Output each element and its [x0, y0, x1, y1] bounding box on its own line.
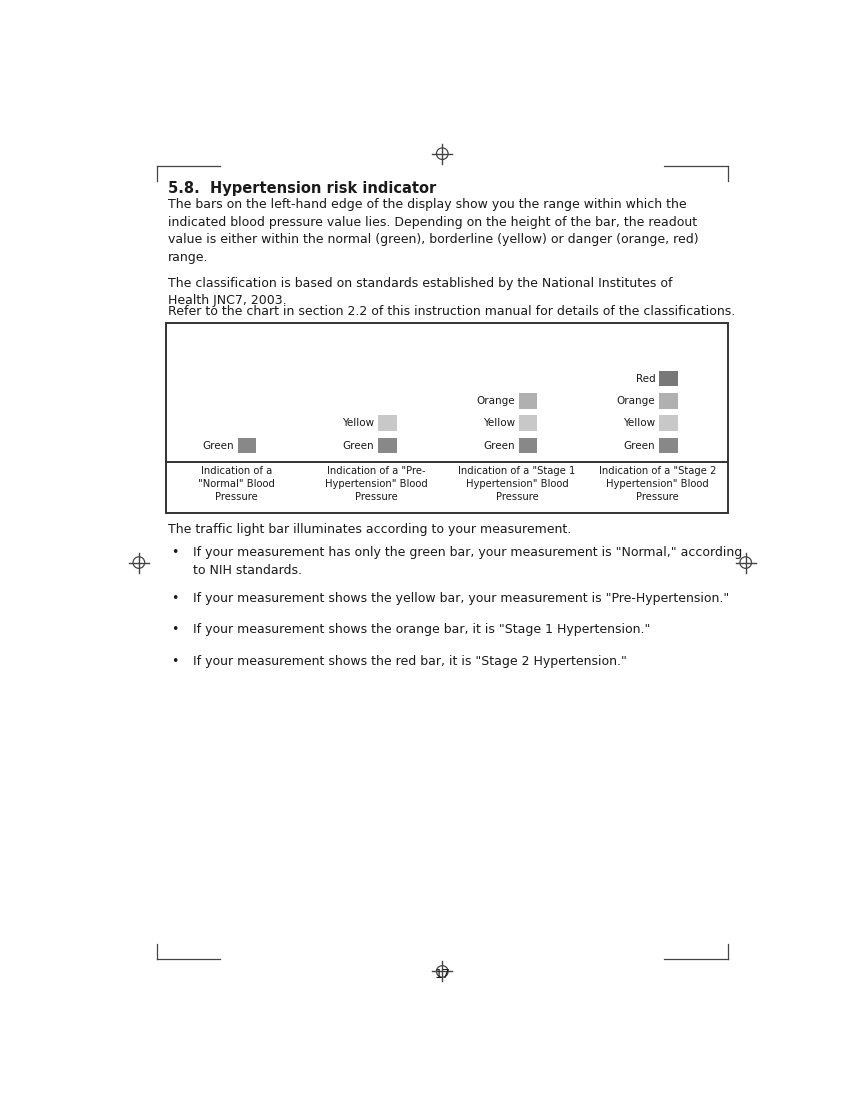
Text: •: • [171, 592, 178, 605]
Bar [519, 416, 538, 431]
Text: •: • [171, 546, 178, 559]
Text: •: • [171, 655, 178, 668]
Text: 5.8.  Hypertension risk indicator: 5.8. Hypertension risk indicator [168, 182, 437, 196]
Text: The bars on the left-hand edge of the display show you the range within which th: The bars on the left-hand edge of the di… [168, 198, 699, 264]
Text: Orange: Orange [617, 395, 655, 405]
Bar [166, 323, 728, 512]
Text: If your measurement shows the orange bar, it is "Stage 1 Hypertension.": If your measurement shows the orange bar… [193, 624, 651, 636]
Text: Green: Green [343, 440, 375, 450]
Text: Yellow: Yellow [623, 418, 655, 428]
Bar [659, 416, 677, 431]
Text: The traffic light bar illuminates according to your measurement.: The traffic light bar illuminates accord… [168, 524, 571, 536]
Text: Red: Red [636, 373, 655, 383]
Text: If your measurement shows the yellow bar, your measurement is "Pre-Hypertension.: If your measurement shows the yellow bar… [193, 592, 729, 605]
Bar [378, 416, 397, 431]
Text: If your measurement shows the red bar, it is "Stage 2 Hypertension.": If your measurement shows the red bar, i… [193, 655, 627, 668]
Text: The classification is based on standards established by the National Institutes : The classification is based on standards… [168, 277, 673, 307]
Bar [519, 393, 538, 409]
Text: Green: Green [624, 440, 655, 450]
Text: Green: Green [483, 440, 515, 450]
Bar [378, 438, 397, 453]
Bar [659, 438, 677, 453]
Text: If your measurement has only the green bar, your measurement is "Normal," accord: If your measurement has only the green b… [193, 546, 742, 577]
Text: 17: 17 [434, 968, 450, 981]
Bar [238, 438, 256, 453]
Text: Indication of a "Stage 2
Hypertension" Blood
Pressure: Indication of a "Stage 2 Hypertension" B… [599, 467, 716, 502]
Bar [519, 438, 538, 453]
Text: Green: Green [202, 440, 234, 450]
Text: Yellow: Yellow [482, 418, 515, 428]
Text: Indication of a "Stage 1
Hypertension" Blood
Pressure: Indication of a "Stage 1 Hypertension" B… [458, 467, 576, 502]
Bar [659, 393, 677, 409]
Text: Indication of a "Pre-
Hypertension" Blood
Pressure: Indication of a "Pre- Hypertension" Bloo… [325, 467, 428, 502]
Text: Refer to the chart in section 2.2 of this instruction manual for details of the : Refer to the chart in section 2.2 of thi… [168, 304, 735, 317]
Text: Yellow: Yellow [343, 418, 375, 428]
Bar [659, 371, 677, 387]
Text: Indication of a
"Normal" Blood
Pressure: Indication of a "Normal" Blood Pressure [198, 467, 274, 502]
Text: •: • [171, 624, 178, 636]
Text: Orange: Orange [476, 395, 515, 405]
